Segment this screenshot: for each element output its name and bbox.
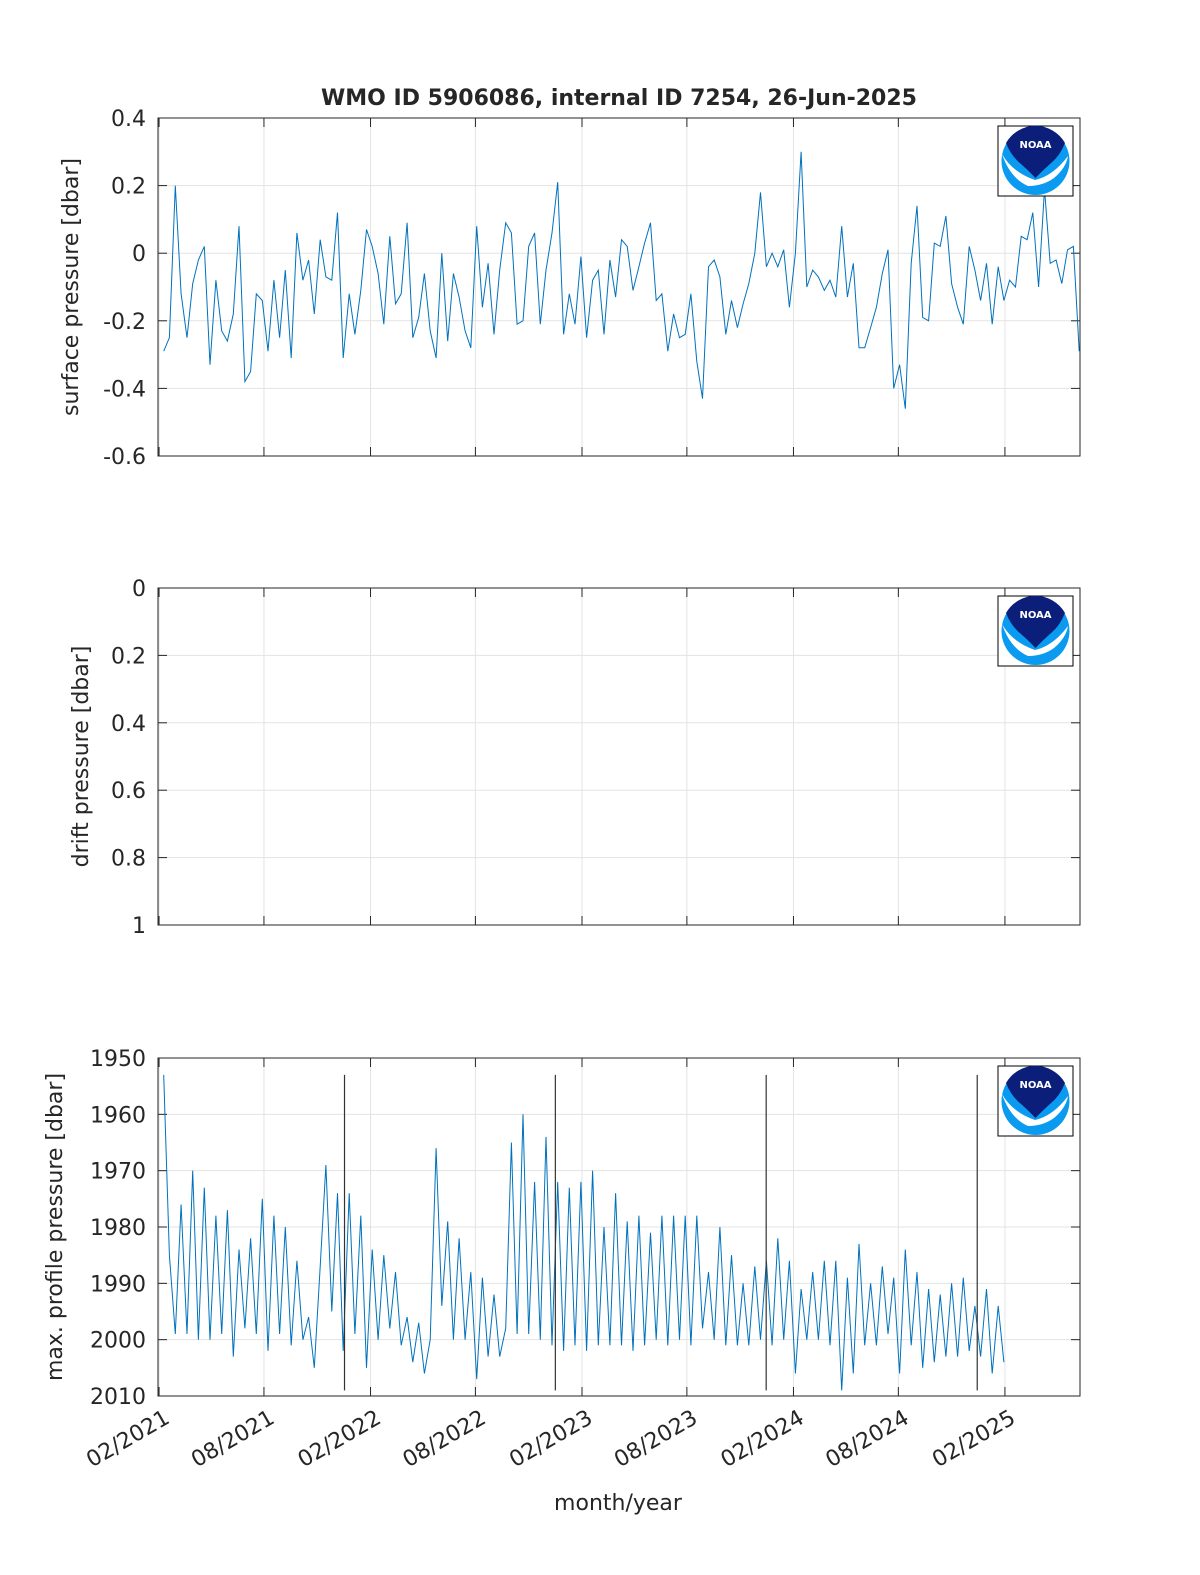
x-tick-label: 08/2022 [399, 1406, 491, 1473]
y-tick-label: 0 [132, 242, 146, 267]
chart-title: WMO ID 5906086, internal ID 7254, 26-Jun… [321, 86, 917, 111]
x-tick-label: 02/2024 [717, 1406, 809, 1473]
plot-background [158, 588, 1080, 925]
logo-wave [1002, 1094, 1068, 1126]
y-tick-label: 0.4 [111, 107, 146, 132]
logo-top [1006, 595, 1065, 648]
x-tick-label: 02/2023 [505, 1406, 597, 1473]
y-tick-label: 0.2 [111, 644, 146, 669]
x-tick-label: 08/2021 [187, 1406, 279, 1473]
y-tick-label: -0.6 [103, 445, 146, 470]
logo-wave [1002, 624, 1068, 656]
plot-frame [157, 587, 1081, 926]
y-tick-label: 0 [132, 577, 146, 602]
x-tick-label: 02/2025 [928, 1406, 1020, 1473]
logo-top [1006, 125, 1065, 178]
y-tick-label: 1970 [90, 1160, 146, 1185]
y-tick-label: 0.6 [111, 779, 146, 804]
x-tick-label: 02/2022 [294, 1406, 386, 1473]
logo: NOAA [997, 1065, 1074, 1137]
logo: NOAA [997, 125, 1074, 197]
data-line [163, 151, 1080, 409]
y-tick-label: 1980 [90, 1216, 146, 1241]
plot-background [158, 118, 1080, 456]
y-tick-label: 2000 [90, 1329, 146, 1354]
y-tick-label: 1990 [90, 1272, 146, 1297]
y-tick-label: 1 [132, 914, 146, 939]
logo-text: NOAA [1019, 610, 1051, 621]
x-tick-label: 02/2021 [82, 1406, 174, 1473]
y-tick-label: 1950 [90, 1047, 146, 1072]
y-tick-label: 1960 [90, 1103, 146, 1128]
y-tick-label: -0.2 [103, 310, 146, 335]
logo: NOAA [997, 595, 1074, 667]
y-tick-label: 0.4 [111, 712, 146, 737]
y-axis-label: max. profile pressure [dbar] [43, 1073, 68, 1381]
x-axis-label: month/year [554, 1491, 683, 1516]
logo-text: NOAA [1019, 1080, 1051, 1091]
data-line [163, 1074, 1005, 1391]
y-tick-label: 0.2 [111, 175, 146, 200]
x-tick-label: 08/2023 [610, 1406, 702, 1473]
plot-frame [157, 117, 1081, 457]
logo-wave [1002, 154, 1068, 186]
y-tick-label: 2010 [90, 1385, 146, 1410]
y-axis-label: drift pressure [dbar] [69, 646, 94, 868]
logo-top [1006, 1065, 1065, 1118]
x-tick-label: 08/2024 [822, 1406, 914, 1473]
logo-text: NOAA [1019, 140, 1051, 151]
y-tick-label: -0.4 [103, 377, 146, 402]
y-tick-label: 0.8 [111, 847, 146, 872]
y-axis-label: surface pressure [dbar] [59, 158, 84, 416]
plot-frame [157, 1057, 1081, 1397]
